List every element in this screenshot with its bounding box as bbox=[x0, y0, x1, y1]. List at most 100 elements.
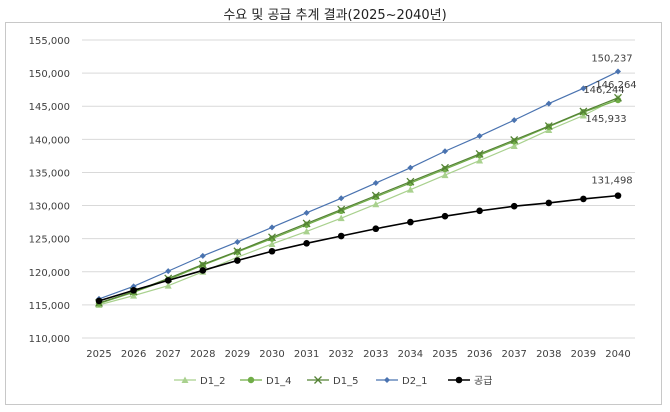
legend-marker bbox=[181, 376, 189, 383]
gridlines bbox=[82, 39, 635, 339]
series-supply bbox=[95, 192, 622, 305]
y-tick-label: 135,000 bbox=[29, 168, 70, 179]
data-point bbox=[338, 195, 345, 202]
marker-stroke bbox=[544, 122, 553, 131]
marker-stroke bbox=[302, 219, 311, 228]
data-point bbox=[303, 227, 311, 235]
y-tick-label: 155,000 bbox=[29, 36, 70, 47]
marker-stroke bbox=[314, 376, 322, 384]
data-point bbox=[615, 68, 621, 75]
series-d21 bbox=[96, 68, 621, 302]
data-point bbox=[198, 260, 207, 269]
y-tick-label: 125,000 bbox=[29, 235, 70, 246]
data-point bbox=[372, 200, 380, 208]
data-point bbox=[371, 191, 380, 200]
x-tick-label: 2030 bbox=[259, 349, 284, 360]
data-point bbox=[303, 240, 310, 247]
data-point bbox=[233, 247, 242, 256]
data-point bbox=[302, 219, 311, 228]
marker-stroke bbox=[233, 247, 242, 256]
data-point bbox=[475, 149, 484, 158]
legend-marker bbox=[314, 376, 322, 384]
data-point bbox=[165, 268, 172, 275]
legend-label: D2_1 bbox=[402, 376, 427, 387]
data-point bbox=[199, 252, 206, 259]
data-point bbox=[441, 163, 449, 172]
x-tick-label: 2035 bbox=[432, 349, 457, 360]
x-tick-label: 2037 bbox=[501, 349, 526, 360]
data-point bbox=[614, 192, 622, 199]
y-tick-label: 140,000 bbox=[29, 135, 70, 146]
legend-label: 공급 bbox=[474, 375, 492, 387]
marker-stroke bbox=[198, 260, 207, 269]
data-point bbox=[164, 277, 172, 284]
x-tick-label: 2039 bbox=[571, 349, 596, 360]
legend-label: D1_5 bbox=[333, 376, 358, 387]
data-point bbox=[544, 122, 553, 131]
x-tick-label: 2032 bbox=[328, 349, 353, 360]
marker-stroke bbox=[510, 136, 519, 144]
x-tick-label: 2025 bbox=[86, 349, 111, 360]
data-point bbox=[234, 238, 241, 245]
data-point bbox=[545, 100, 552, 107]
x-tick-label: 2038 bbox=[536, 349, 561, 360]
data-point bbox=[441, 171, 449, 179]
marker-stroke bbox=[441, 163, 449, 172]
data-point bbox=[164, 282, 172, 289]
data-point bbox=[510, 136, 519, 144]
x-tick-label: 2033 bbox=[363, 349, 388, 360]
legend-marker bbox=[384, 377, 390, 383]
x-tick-label: 2036 bbox=[467, 349, 492, 360]
data-point bbox=[372, 180, 379, 187]
series-d15 bbox=[95, 93, 622, 307]
data-point bbox=[337, 232, 345, 240]
legend-item: D1_4 bbox=[240, 376, 291, 387]
data-label: 150,237 bbox=[591, 54, 632, 65]
x-tick-label: 2028 bbox=[190, 349, 215, 360]
y-axis-ticks: 110,000 115,000 120,000 125,000 130,000 135,0… bbox=[29, 36, 70, 345]
data-point bbox=[510, 202, 518, 210]
y-tick-label: 120,000 bbox=[29, 268, 70, 279]
x-tick-label: 2040 bbox=[605, 349, 630, 360]
data-point bbox=[442, 148, 448, 155]
legend-label: D1_4 bbox=[266, 376, 291, 387]
data-label: 131,498 bbox=[591, 176, 632, 187]
marker-stroke bbox=[579, 107, 588, 116]
x-tick-label: 2034 bbox=[398, 349, 423, 360]
data-point bbox=[580, 195, 587, 203]
legend-item: D2_1 bbox=[376, 376, 427, 387]
data-point bbox=[268, 240, 276, 247]
y-tick-label: 150,000 bbox=[29, 69, 70, 80]
series-group bbox=[95, 68, 622, 308]
data-point bbox=[614, 93, 622, 102]
data-point bbox=[476, 157, 484, 164]
data-point bbox=[337, 205, 346, 214]
data-point bbox=[476, 207, 483, 215]
data-point bbox=[579, 107, 588, 116]
marker-stroke bbox=[371, 191, 380, 200]
legend-label: D1_2 bbox=[200, 376, 225, 387]
legend-item: D1_5 bbox=[307, 376, 358, 387]
y-tick-label: 110,000 bbox=[29, 334, 70, 345]
data-point bbox=[95, 297, 103, 305]
data-point bbox=[511, 117, 518, 124]
marker-stroke bbox=[406, 177, 415, 186]
legend-marker bbox=[455, 376, 463, 384]
legend: D1_2 D1_4 D1_5 D2_1 공급 bbox=[174, 375, 492, 387]
data-point bbox=[510, 142, 518, 149]
data-point bbox=[407, 164, 414, 171]
data-point bbox=[545, 199, 553, 207]
data-point bbox=[268, 247, 276, 255]
marker-stroke bbox=[614, 93, 622, 102]
series-line bbox=[98, 97, 619, 306]
data-label: 146,264 bbox=[595, 80, 636, 91]
data-label: 145,933 bbox=[585, 114, 626, 125]
data-point bbox=[303, 209, 310, 216]
data-point bbox=[130, 287, 137, 294]
series-line bbox=[98, 71, 619, 300]
x-tick-label: 2029 bbox=[225, 349, 250, 360]
marker-stroke bbox=[337, 205, 346, 214]
data-point bbox=[337, 214, 345, 222]
data-point bbox=[372, 225, 380, 233]
